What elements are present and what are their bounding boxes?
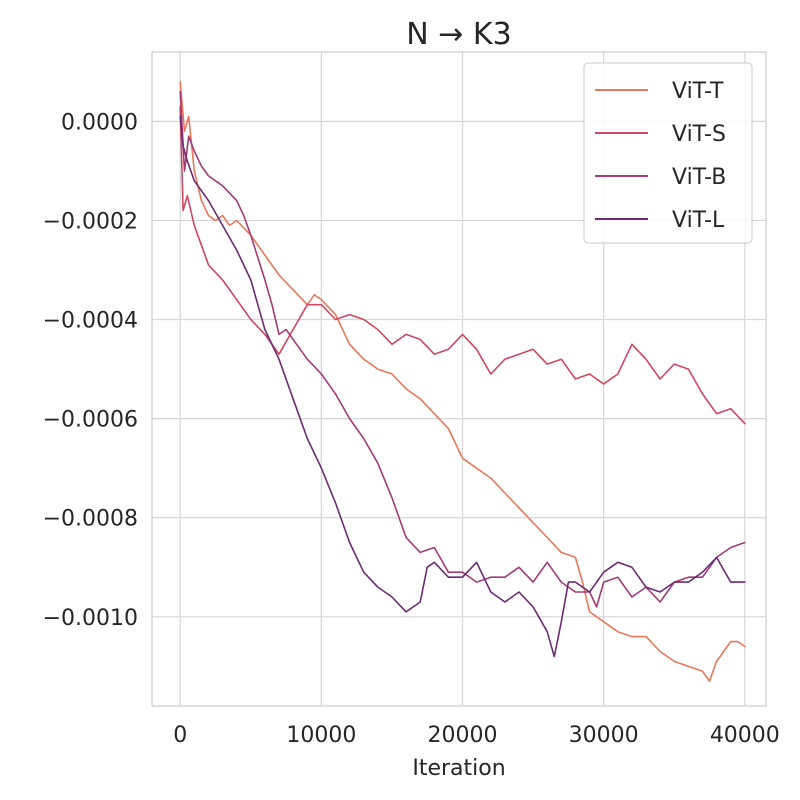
series-line-vit-s (179, 105, 746, 425)
y-tick-label: −0.0010 (43, 606, 138, 631)
x-axis-ticks: 0 10000 20000 30000 40000 (173, 723, 780, 748)
legend-box (583, 62, 753, 244)
legend-items: ViT-T ViT-S ViT-B ViT-L (595, 79, 726, 233)
legend-label: ViT-L (672, 208, 725, 233)
x-tick-label: 20000 (428, 723, 498, 748)
series-line-vit-l (179, 115, 746, 658)
chart-title: N → K3 (406, 17, 511, 52)
legend: ViT-T ViT-S ViT-B ViT-L (583, 62, 753, 244)
x-tick-label: 10000 (286, 723, 356, 748)
y-tick-label: 0.0000 (61, 110, 138, 135)
x-tick-label: 0 (173, 723, 187, 748)
y-tick-label: −0.0008 (43, 507, 138, 532)
legend-label: ViT-T (672, 79, 724, 104)
y-tick-label: −0.0004 (43, 309, 138, 334)
series-line-vit-t (179, 80, 746, 682)
y-tick-label: −0.0006 (43, 408, 138, 433)
grid (152, 52, 766, 706)
y-axis-ticks: 0.0000 −0.0002 −0.0004 −0.0006 −0.0008 −0.001… (43, 110, 138, 630)
y-tick-label: −0.0002 (43, 209, 138, 234)
series-group (179, 80, 746, 682)
legend-label: ViT-B (672, 165, 726, 190)
x-tick-label: 30000 (569, 723, 639, 748)
legend-label: ViT-S (672, 122, 726, 147)
series-line-vit-b (179, 90, 746, 608)
x-tick-label: 40000 (710, 723, 780, 748)
plot-frame (151, 51, 767, 707)
x-axis-label: Iteration (412, 756, 505, 781)
